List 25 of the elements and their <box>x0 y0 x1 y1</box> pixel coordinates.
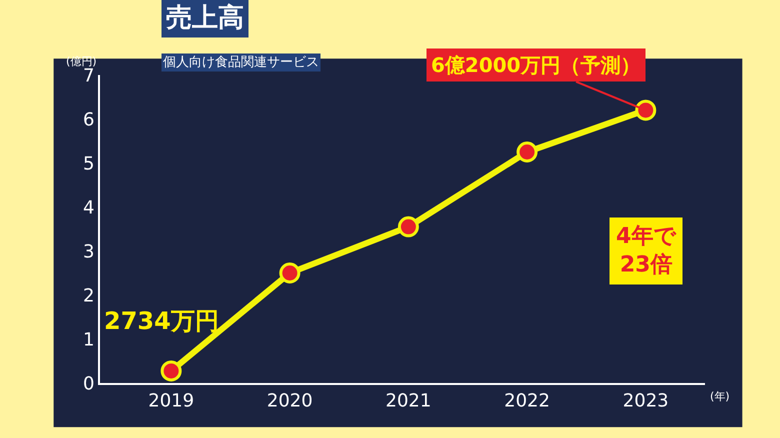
point <box>635 100 656 121</box>
annotation: 2734万円 <box>104 307 219 335</box>
y-tick-label: 6 <box>82 109 94 130</box>
y-tick-label: 1 <box>82 329 94 350</box>
y-tick-label: 0 <box>82 373 94 394</box>
annotation: 4年で 23倍 <box>616 224 676 278</box>
chart-subtitle: 個人向け食品関連サービス <box>163 55 319 70</box>
y-tick-label: 7 <box>82 65 94 86</box>
annotation: 6億2000万円（予測） <box>431 53 641 77</box>
point <box>160 360 182 382</box>
y-axis-title: (億円) <box>66 55 97 68</box>
x-tick-label: 2019 <box>148 390 194 412</box>
point <box>516 142 538 162</box>
point <box>398 216 419 238</box>
x-tick-label: 2020 <box>266 390 313 412</box>
y-tick-label: 2 <box>82 285 94 306</box>
y-tick-label: 4 <box>82 197 94 218</box>
chart-title: 売上高 <box>166 3 244 33</box>
point <box>279 262 300 284</box>
y-tick-label: 3 <box>82 241 94 262</box>
x-tick-label: 2021 <box>386 390 432 412</box>
x-tick-label: 2022 <box>504 390 550 412</box>
y-tick-label: 5 <box>82 153 94 174</box>
x-tick-label: 2023 <box>622 390 669 412</box>
x-axis-title: (年) <box>710 390 730 403</box>
